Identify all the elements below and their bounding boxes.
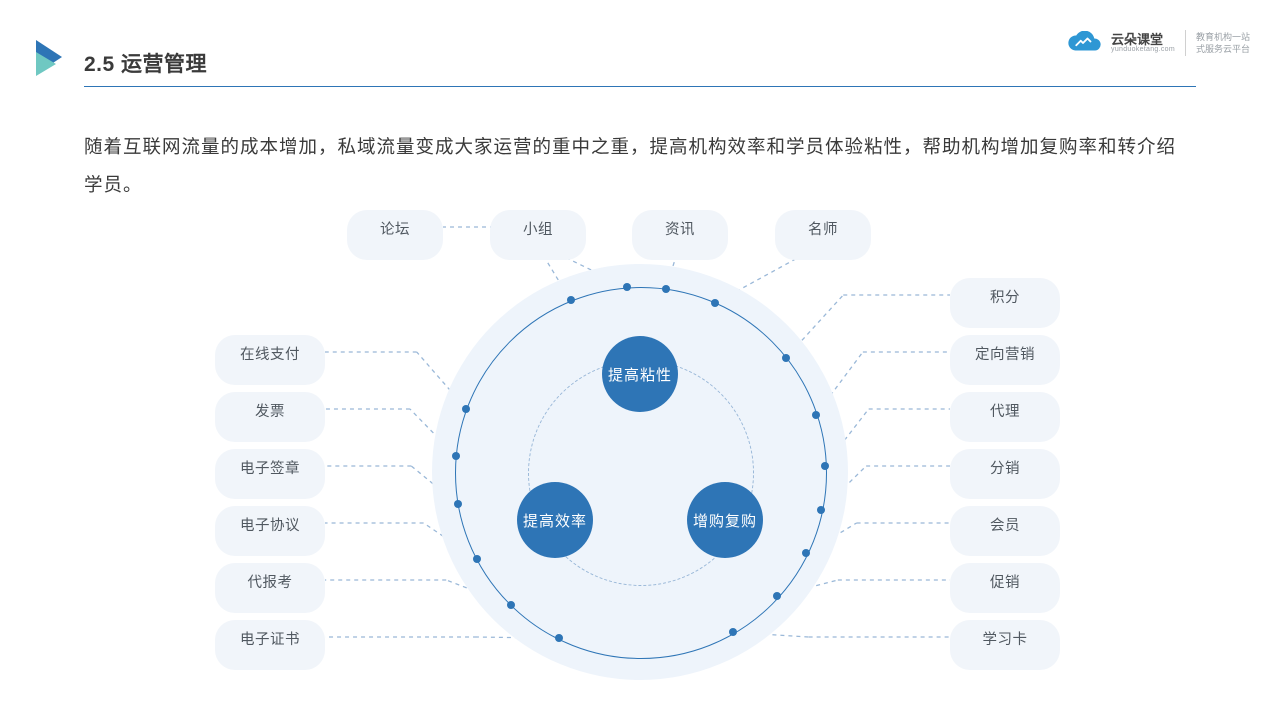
hub-stickiness: 提高粘性 (602, 336, 678, 412)
hub-repurchase: 增购复购 (687, 482, 763, 558)
leaf-news: 资讯 (632, 210, 728, 260)
anchor-dot (729, 628, 737, 636)
leaf-agent: 代理 (950, 392, 1060, 442)
leaf-promo: 促销 (950, 563, 1060, 613)
anchor-dot (452, 452, 460, 460)
anchor-dot (473, 555, 481, 563)
leaf-target: 定向营销 (950, 335, 1060, 385)
leaf-eseal: 电子签章 (215, 449, 325, 499)
anchor-dot (812, 411, 820, 419)
leaf-exam: 代报考 (215, 563, 325, 613)
anchor-dot (782, 354, 790, 362)
leaf-distrib: 分销 (950, 449, 1060, 499)
leaf-member: 会员 (950, 506, 1060, 556)
hub-efficiency: 提高效率 (517, 482, 593, 558)
leaf-forum: 论坛 (347, 210, 443, 260)
leaf-group: 小组 (490, 210, 586, 260)
operations-diagram: 论坛小组资讯名师积分定向营销代理分销会员促销学习卡 在线支付发票电子签章电子协议代… (0, 0, 1280, 720)
leaf-invoice: 发票 (215, 392, 325, 442)
leaf-points: 积分 (950, 278, 1060, 328)
anchor-dot (821, 462, 829, 470)
leaf-econtract: 电子协议 (215, 506, 325, 556)
leaf-teacher: 名师 (775, 210, 871, 260)
leaf-pay: 在线支付 (215, 335, 325, 385)
anchor-dot (454, 500, 462, 508)
anchor-dot (662, 285, 670, 293)
anchor-dot (462, 405, 470, 413)
leaf-cert: 电子证书 (215, 620, 325, 670)
leaf-card: 学习卡 (950, 620, 1060, 670)
